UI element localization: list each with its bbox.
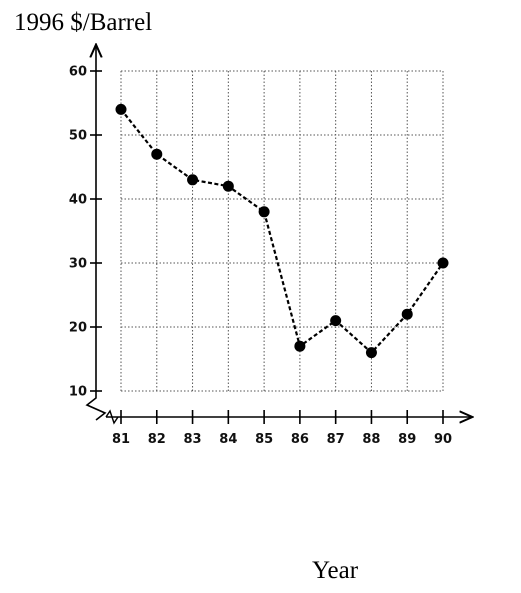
chart-axes <box>85 46 471 425</box>
series-points <box>115 103 449 359</box>
data-point <box>365 347 377 359</box>
y-axis-ticks: 10 20 30 40 50 60 <box>69 65 102 400</box>
y-axis-break <box>85 391 107 421</box>
y-tick-label: 50 <box>69 129 87 144</box>
chart-grid <box>120 70 444 392</box>
y-tick-label: 40 <box>69 193 87 208</box>
x-tick-label: 86 <box>291 432 309 447</box>
x-tick-label: 85 <box>255 432 273 447</box>
y-tick-label: 20 <box>69 321 87 336</box>
x-tick-label: 87 <box>327 432 345 447</box>
x-tick-label: 83 <box>184 432 202 447</box>
x-tick-label: 89 <box>398 432 416 447</box>
data-point <box>115 103 127 115</box>
series-polyline <box>120 108 444 355</box>
x-tick-label: 90 <box>434 432 452 447</box>
x-tick-label: 88 <box>362 432 380 447</box>
data-point <box>258 206 270 218</box>
data-point <box>401 308 413 320</box>
x-axis-break <box>105 409 119 425</box>
data-point <box>151 148 163 160</box>
data-point <box>330 315 342 327</box>
data-point <box>437 257 449 269</box>
x-tick-label: 82 <box>148 432 166 447</box>
data-point <box>187 174 199 186</box>
x-axis-ticks: 81 82 83 84 85 86 87 88 89 90 <box>112 410 452 447</box>
x-tick-label: 84 <box>219 432 237 447</box>
y-tick-label: 30 <box>69 257 87 272</box>
x-axis-label: Year <box>312 557 359 584</box>
series-line <box>120 108 444 355</box>
x-tick-label: 81 <box>112 432 130 447</box>
y-axis-label: 1996 $/Barrel <box>14 9 152 36</box>
data-point <box>294 340 306 352</box>
data-point <box>222 180 234 192</box>
y-tick-label: 10 <box>69 385 87 400</box>
y-tick-label: 60 <box>69 65 87 80</box>
